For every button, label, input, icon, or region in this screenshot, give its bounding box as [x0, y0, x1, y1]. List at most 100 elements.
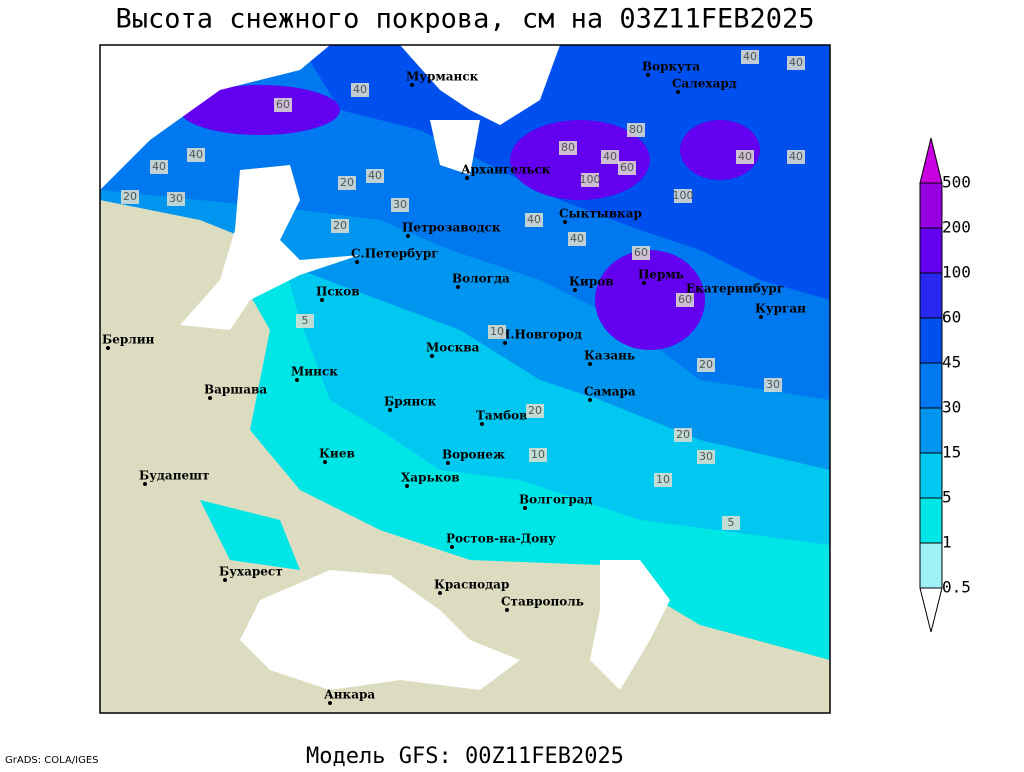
contour-label-bg	[601, 150, 619, 164]
contour-label: 40	[603, 150, 617, 163]
contour-label-bg	[674, 189, 692, 203]
contour-label-bg	[764, 378, 782, 392]
city-label: Краснодар	[434, 578, 509, 592]
city-label: Анкара	[324, 688, 375, 702]
contour-label-bg	[787, 150, 805, 164]
contour-label: 20	[528, 404, 542, 417]
city-label: С.Петербург	[351, 247, 439, 261]
contour-label-bg	[787, 56, 805, 70]
city-dot	[323, 460, 327, 464]
city-dot	[446, 461, 450, 465]
contour-label: 40	[353, 83, 367, 96]
city-dot	[406, 234, 410, 238]
city-dot	[563, 220, 567, 224]
city-label: Сыктывкар	[559, 207, 642, 221]
contour-label: 40	[789, 150, 803, 163]
contour-label-bg	[351, 83, 369, 97]
title: Высота снежного покрова, см на 03Z11FEB2…	[116, 4, 815, 35]
contour-label-bg	[121, 190, 139, 204]
snow-area	[510, 120, 650, 200]
contour-label-bg	[167, 192, 185, 206]
contour-label-bg	[525, 213, 543, 227]
city-dot	[430, 354, 434, 358]
contour-label: 100	[673, 189, 694, 202]
contour-label-bg	[529, 448, 547, 462]
contour-label: 40	[738, 150, 752, 163]
snow-area	[680, 120, 760, 180]
city-label: Ростов-на-Дону	[446, 532, 556, 546]
contour-label: 5	[302, 314, 309, 327]
contour-label-bg	[697, 358, 715, 372]
city-label: Петрозаводск	[402, 221, 501, 235]
city-dot	[223, 578, 227, 582]
city-label: Воркута	[642, 60, 700, 74]
city-dot	[759, 315, 763, 319]
city-label: Волгоград	[519, 493, 592, 507]
contour-label: 20	[676, 428, 690, 441]
sea	[100, 45, 330, 190]
colorbar-label: 1	[942, 533, 952, 552]
colorbar-swatch	[919, 317, 943, 364]
city-dot	[523, 506, 527, 510]
city-label: Вологда	[452, 272, 510, 286]
city-label: Тамбов	[476, 409, 527, 423]
credit: GrADS: COLA/IGES	[5, 755, 99, 766]
contour-label: 10	[656, 473, 670, 486]
city-label: Псков	[316, 285, 360, 299]
city-dot	[450, 545, 454, 549]
city-dot	[320, 298, 324, 302]
snow-area	[200, 500, 300, 570]
city-dot	[505, 608, 509, 612]
cities: Мурманск Воркута Салехард Архангельск Петроз…	[102, 60, 806, 705]
city-dot	[388, 408, 392, 412]
city-label: Курган	[755, 302, 806, 316]
colorbar-label: 15	[942, 443, 961, 462]
city-label: Воронеж	[442, 448, 505, 462]
city-label: Москва	[426, 341, 480, 355]
contour-label-bg	[674, 428, 692, 442]
city-dot	[573, 288, 577, 292]
sea	[430, 120, 480, 175]
contour-label: 5	[728, 516, 735, 529]
map-frame	[99, 44, 831, 714]
contour-label: 40	[570, 232, 584, 245]
contour-label: 40	[152, 160, 166, 173]
city-label: Салехард	[672, 77, 737, 91]
city-dot	[646, 73, 650, 77]
contour-label-bg	[722, 516, 740, 530]
contour-label: 80	[561, 141, 575, 154]
contour-label-bg	[627, 123, 645, 137]
contour-label: 10	[531, 448, 545, 461]
snow-area	[595, 250, 705, 350]
contour-label-bg	[568, 232, 586, 246]
contour-label: 30	[699, 450, 713, 463]
city-dot	[438, 591, 442, 595]
city-label: Варшава	[204, 383, 267, 397]
contour-label-bg	[274, 98, 292, 112]
contour-label: 30	[169, 192, 183, 205]
city-label: Будапешт	[139, 469, 209, 483]
city-label: Екатеринбург	[686, 282, 784, 296]
city-label: Пермь	[638, 268, 684, 282]
colorbar-swatch	[919, 272, 943, 319]
city-dot	[295, 378, 299, 382]
snow-area	[180, 85, 340, 135]
colorbar-label: 30	[942, 398, 961, 417]
city-label: Ставрополь	[501, 595, 584, 609]
city-label: Киров	[569, 275, 614, 289]
contour-label: 60	[634, 246, 648, 259]
city-dot	[208, 396, 212, 400]
sea	[180, 165, 360, 330]
contour-label-bg	[654, 473, 672, 487]
city-dot	[588, 398, 592, 402]
contour-label-bg	[331, 219, 349, 233]
city-label: Харьков	[401, 471, 460, 485]
contour-label-bg	[187, 148, 205, 162]
contour-label: 40	[527, 213, 541, 226]
colorbar-label: 5	[942, 488, 952, 507]
contour-label: 40	[368, 169, 382, 182]
contour-label-bg	[338, 176, 356, 190]
contour-label: 60	[678, 293, 692, 306]
